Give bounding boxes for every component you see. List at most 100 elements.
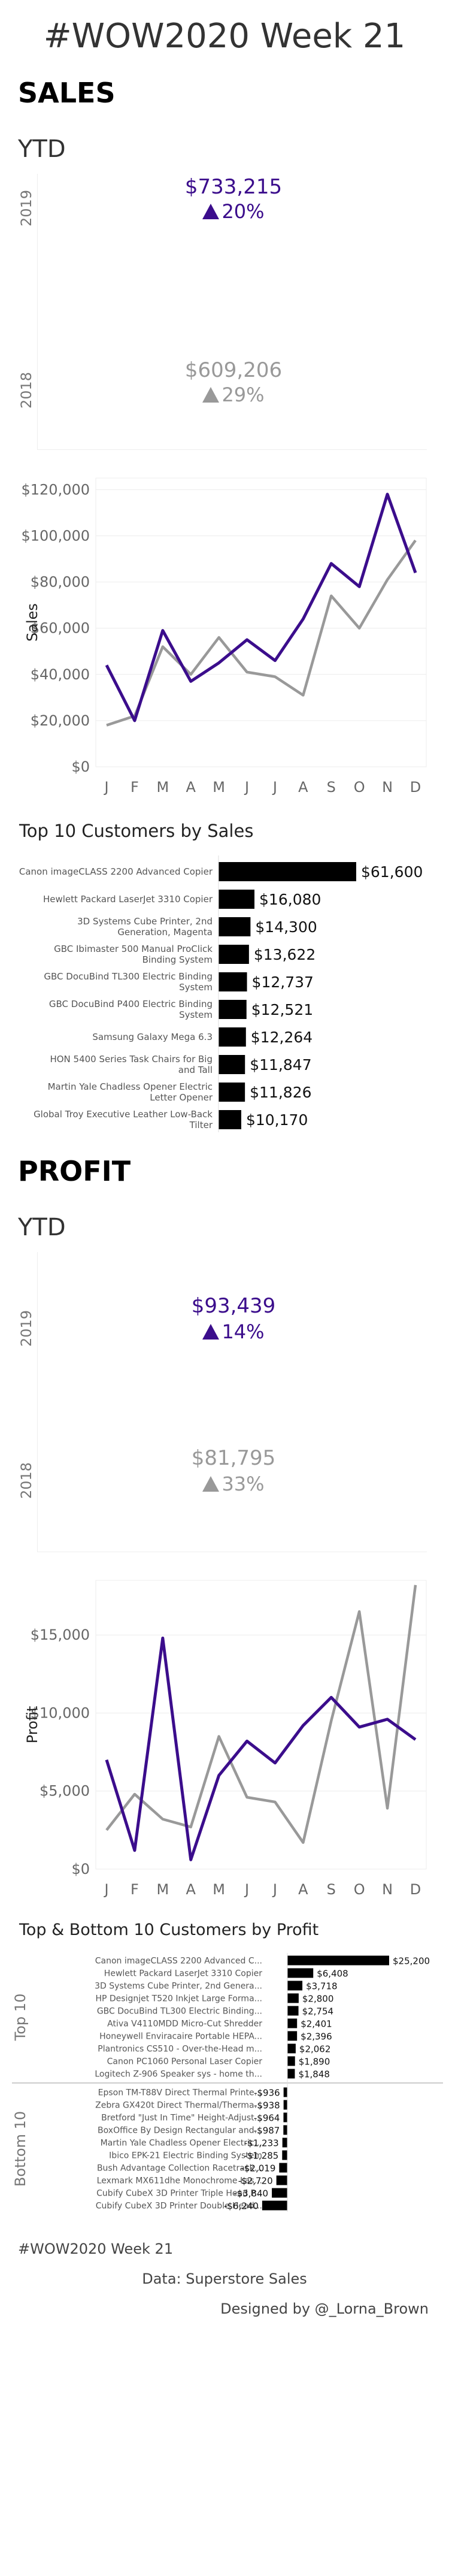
customer-label: 3D Systems Cube Printer, 2nd — [77, 916, 213, 927]
profit-bar — [283, 2125, 287, 2135]
profit-bar-value: $6,408 — [317, 1969, 348, 1979]
profit-xtick-label: M — [156, 1881, 169, 1898]
dashboard-title: #WOW2020 Week 21 — [43, 17, 406, 56]
profit-2018-value: $81,795 — [191, 1446, 276, 1470]
sales-bar-value: $11,826 — [250, 1084, 311, 1101]
sales-bar — [219, 862, 356, 881]
profit-xtick-label: O — [354, 1881, 365, 1898]
sales-xtick-label: J — [244, 779, 249, 796]
customer-label: System — [179, 982, 213, 993]
profit-2018-pct-row: 33% — [66, 1473, 401, 1495]
sales-2019-value: $733,215 — [184, 175, 283, 199]
sales-2019-pct-row: 20% — [66, 200, 401, 223]
profit-bar-value: $2,062 — [299, 2044, 330, 2055]
sales-xtick-label: M — [156, 779, 169, 796]
profit-bar — [287, 1981, 303, 1991]
sales-xtick-label: O — [354, 779, 365, 796]
profit-xtick-label: J — [244, 1881, 249, 1898]
sales-kpi-panel — [37, 174, 427, 450]
profit-bar — [283, 2100, 287, 2110]
sales-bar-value: $12,264 — [251, 1029, 313, 1046]
customer-label: Letter Opener — [150, 1092, 213, 1103]
profit-bar — [282, 2150, 287, 2160]
profit-xtick-label: F — [131, 1881, 139, 1898]
sales-ytick-label: $40,000 — [31, 666, 90, 683]
group-label: Top 10 — [12, 1994, 29, 2042]
profit-bar — [283, 2087, 287, 2097]
up-triangle-icon — [202, 1324, 220, 1340]
profit-bar-value: $3,718 — [306, 1981, 338, 1992]
profit-bar — [262, 2200, 287, 2211]
sales-bar — [219, 1055, 245, 1074]
customer-label: HON 5400 Series Task Chairs for Big — [50, 1054, 213, 1065]
customer-label: Tilter — [189, 1120, 213, 1130]
profit-bar — [272, 2188, 287, 2198]
profit-bar — [287, 1955, 389, 1966]
customer-label: Cubify CubeX 3D Printer Double Head... — [96, 2202, 262, 2211]
profit-bar — [287, 1968, 314, 1978]
sales-bar — [219, 1110, 241, 1129]
customer-label: Honeywell Enviracaire Portable HEPA... — [99, 2032, 262, 2042]
customer-label: Plantronics CS510 - Over-the-Head m... — [98, 2045, 262, 2054]
profit-xtick-label: J — [272, 1881, 277, 1898]
profit-bar-value: -$987 — [254, 2125, 280, 2136]
sales-xtick-label: S — [327, 779, 336, 796]
sales-bar — [219, 945, 249, 964]
customer-label: Canon imageCLASS 2200 Advanced C... — [95, 1957, 262, 1966]
profit-bar-value: -$3,840 — [233, 2188, 268, 2199]
profit-2019-value: $93,439 — [191, 1294, 276, 1318]
customer-label: Canon imageCLASS 2200 Advanced Copier — [19, 866, 213, 877]
topbottom-profit-bar-chart: Canon imageCLASS 2200 Advanced C... $25,2… — [12, 1953, 443, 2212]
sales-bar-value: $12,737 — [252, 973, 314, 991]
customer-label: Canon PC1060 Personal Laser Copier — [107, 2057, 263, 2067]
sales-ytick-label: $60,000 — [31, 620, 90, 637]
profit-bar — [287, 1993, 299, 2003]
customer-label: BoxOffice By Design Rectangular and... — [98, 2126, 262, 2136]
sales-y-axis-label: Sales — [24, 603, 41, 642]
profit-bar-value: $2,754 — [302, 2006, 334, 2017]
profit-xtick-label: A — [298, 1881, 308, 1898]
profit-bar — [287, 2031, 298, 2041]
profit-bar — [287, 2043, 296, 2054]
profit-xtick-label: S — [327, 1881, 336, 1898]
profit-ytick-label: $5,000 — [40, 1783, 90, 1800]
customer-label: Hewlett Packard LaserJet 3310 Copier — [104, 1969, 262, 1979]
customer-label: Epson TM-T88V Direct Thermal Printe... — [98, 2088, 262, 2098]
sales-ytd-label: YTD — [18, 135, 66, 163]
customer-label: HP Designjet T520 Inkjet Large Forma... — [95, 1994, 262, 2004]
profit-bar-value: $2,396 — [301, 2031, 332, 2042]
sales-bar-value: $16,080 — [259, 891, 321, 908]
customer-label: 3D Systems Cube Printer, 2nd Genera... — [95, 1982, 262, 1991]
profit-bar-value: $2,800 — [302, 1994, 334, 2004]
profit-bar — [287, 2069, 295, 2079]
profit-bar — [287, 2006, 299, 2016]
profit-heading: PROFIT — [18, 1155, 131, 1187]
profit-series-2019-line — [105, 1636, 417, 1861]
profit-xtick-label: D — [410, 1881, 421, 1898]
profit-bar-value: -$2,019 — [241, 2163, 275, 2174]
profit-bar — [276, 2175, 287, 2185]
up-triangle-icon — [202, 1476, 220, 1492]
footer-tag: #WOW2020 Week 21 — [18, 2241, 174, 2257]
profit-xtick-label: N — [382, 1881, 393, 1898]
profit-2019-pct-row: 14% — [66, 1320, 401, 1343]
sales-xtick-label: M — [213, 779, 225, 796]
profit-2019-year-label: 2019 — [18, 1310, 35, 1347]
profit-ytick-label: $10,000 — [31, 1704, 90, 1721]
profit-bar-value: $1,848 — [298, 2069, 330, 2080]
sales-bar — [219, 890, 255, 909]
profit-kpi-panel — [37, 1252, 427, 1552]
profit-y-axis-label: Profit — [24, 1706, 41, 1744]
profit-bar-value: -$6,240 — [224, 2201, 259, 2212]
customer-label: Lexmark MX611dhe Monochrome Las... — [97, 2176, 262, 2186]
profit-bar-value: -$964 — [254, 2113, 280, 2124]
sales-ytick-label: $0 — [71, 758, 90, 775]
sales-series-2018-line — [106, 539, 417, 727]
profit-bar-value: -$2,720 — [238, 2176, 273, 2187]
group-label: Bottom 10 — [12, 2111, 29, 2187]
sales-ytick-label: $120,000 — [21, 481, 90, 498]
sales-bar-value: $10,170 — [246, 1111, 308, 1129]
profit-bar — [287, 2056, 295, 2066]
customer-label: Binding System — [142, 954, 213, 965]
up-triangle-icon — [202, 204, 220, 219]
